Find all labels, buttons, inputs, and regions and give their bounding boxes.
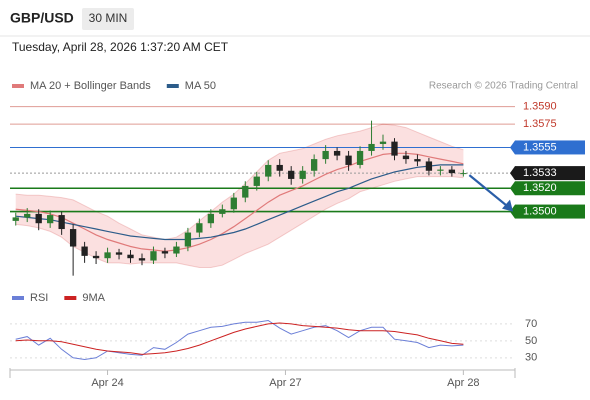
level-box bbox=[515, 140, 585, 155]
candle-body bbox=[437, 169, 444, 171]
level-box-tip bbox=[510, 140, 515, 155]
candle-body bbox=[356, 150, 364, 165]
level-label: 1.3500 bbox=[523, 205, 557, 217]
candle-body bbox=[345, 155, 352, 165]
candle-body bbox=[24, 213, 31, 218]
credit: Research © 2026 Trading Central bbox=[429, 81, 578, 92]
candle-body bbox=[414, 159, 421, 162]
candle-body bbox=[12, 217, 19, 221]
legend-swatch bbox=[12, 296, 24, 300]
level-box bbox=[515, 181, 585, 196]
candle-body bbox=[230, 197, 237, 210]
candle-body bbox=[310, 159, 318, 171]
candle-body bbox=[253, 176, 260, 186]
candle-body bbox=[460, 173, 467, 175]
rsi-line bbox=[15, 322, 464, 355]
timeframe-box bbox=[82, 8, 134, 30]
candle-body bbox=[207, 213, 215, 224]
candle-body bbox=[379, 141, 387, 144]
candle-body bbox=[333, 150, 341, 156]
candle-body bbox=[391, 141, 398, 156]
forecast-arrow bbox=[468, 174, 510, 209]
x-tick-label: Apr 24 bbox=[91, 377, 123, 389]
candle-body bbox=[196, 223, 203, 233]
candle-body bbox=[425, 161, 433, 171]
level-box bbox=[515, 204, 585, 219]
legend-swatch bbox=[12, 84, 24, 88]
legend-swatch bbox=[166, 84, 179, 88]
level-box bbox=[515, 166, 585, 181]
candle-body bbox=[288, 170, 295, 179]
legend-label: 9MA bbox=[82, 292, 105, 304]
candle-body bbox=[161, 251, 169, 254]
candle-body bbox=[219, 209, 226, 214]
legend-swatch bbox=[64, 296, 77, 300]
level-label: 1.3575 bbox=[523, 118, 557, 130]
candle-body bbox=[150, 251, 157, 261]
candle-body bbox=[322, 150, 329, 160]
legend-label: RSI bbox=[30, 292, 48, 304]
candle-body bbox=[58, 215, 65, 230]
timeframe: 30 MIN bbox=[89, 11, 128, 25]
x-tick-label: Apr 28 bbox=[447, 377, 479, 389]
candle-body bbox=[47, 215, 54, 224]
candle-body bbox=[115, 252, 123, 255]
moving-average bbox=[15, 164, 464, 241]
candle-body bbox=[104, 252, 111, 259]
rsi-tick-label: 50 bbox=[525, 335, 537, 347]
candle-body bbox=[184, 232, 192, 247]
level-label: 1.3590 bbox=[523, 101, 557, 113]
timestamp: Tuesday, April 28, 2026 1:37:20 AM CET bbox=[12, 40, 229, 54]
candle-body bbox=[81, 246, 88, 256]
symbol: GBP/USD bbox=[10, 10, 74, 26]
moving-average bbox=[15, 152, 464, 252]
legend-label: MA 20 + Bollinger Bands bbox=[30, 80, 151, 92]
level-label: 1.3533 bbox=[523, 167, 557, 179]
candle-body bbox=[173, 246, 180, 254]
candle-body bbox=[242, 185, 249, 198]
candle-body bbox=[402, 155, 410, 160]
level-box-tip bbox=[510, 204, 515, 219]
candle-body bbox=[35, 213, 42, 224]
level-label: 1.3520 bbox=[523, 182, 557, 194]
level-label: 1.3555 bbox=[523, 141, 557, 153]
plot: MA 20 + Bollinger Bands MA 50 RSI 9MA 1.3590… bbox=[10, 80, 585, 389]
candle-body bbox=[69, 229, 77, 247]
rsi-tick-label: 30 bbox=[525, 352, 537, 364]
rsi-line bbox=[15, 319, 464, 361]
legend-label: MA 50 bbox=[185, 80, 216, 92]
candle-body bbox=[299, 170, 306, 179]
level-box-tip bbox=[510, 181, 515, 196]
x-tick-label: Apr 27 bbox=[269, 377, 301, 389]
level-box-tip bbox=[510, 166, 515, 181]
candle-body bbox=[368, 143, 375, 151]
candle-body bbox=[276, 164, 283, 171]
candle-body bbox=[138, 258, 146, 261]
rsi-tick-label: 70 bbox=[525, 318, 537, 330]
forecast-arrowhead bbox=[502, 199, 513, 212]
candle-body bbox=[92, 255, 100, 259]
candle-body bbox=[265, 164, 272, 177]
bollinger-lower bbox=[15, 176, 464, 268]
candle-body bbox=[127, 254, 134, 259]
candle-body bbox=[448, 169, 456, 174]
